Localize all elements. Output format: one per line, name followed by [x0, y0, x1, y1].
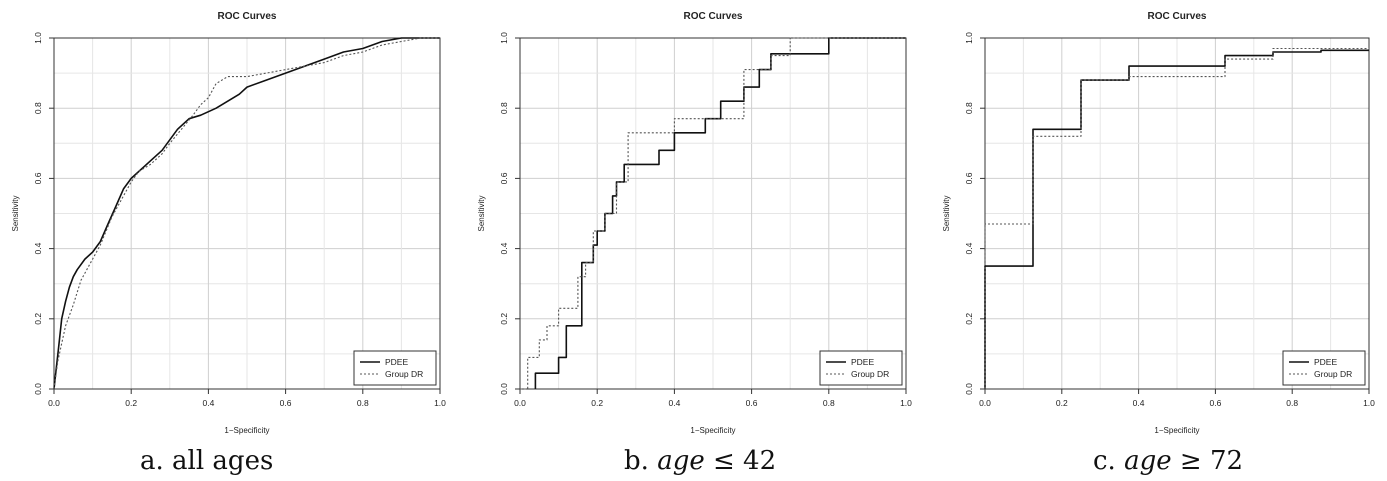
series-line-pdee [53, 37, 440, 390]
series-line-group-dr [520, 37, 906, 390]
y-axis-label: Sensitivity [11, 195, 20, 231]
caption-math: age [1124, 446, 1172, 476]
roc-chart-2: 0.0 0.2 0.4 0.6 0.8 1.0 0.0 0.2 0.4 0.6 0.8 1.0 ROC … [477, 11, 912, 435]
plot-frame [53, 37, 441, 390]
series-line-group-dr [53, 37, 440, 390]
caption-prefix: a. [140, 446, 164, 476]
chart-title: ROC Curves [684, 11, 743, 22]
legend-box [819, 350, 903, 386]
legend-box [353, 350, 437, 386]
x-tick-label: 0.6 [746, 398, 758, 408]
panel-caption-b: b. age ≤ 42 [624, 446, 776, 476]
caption-math: age [657, 446, 705, 476]
plot-frame [984, 37, 1370, 390]
x-tick-label: 0.6 [1209, 398, 1221, 408]
y-tick-label: 0.6 [964, 172, 974, 184]
caption-prefix: b. [624, 446, 649, 476]
y-tick-label: 0.0 [499, 383, 509, 395]
y-axis-label: Sensitivity [942, 195, 951, 231]
x-axis-label: 1−Specificity [1154, 426, 1199, 435]
y-tick-label: 0.2 [964, 313, 974, 325]
roc-chart-3: 0.0 0.2 0.4 0.6 0.8 1.0 0.0 0.2 0.4 0.6 0.8 1.0 ROC … [942, 11, 1375, 435]
legend-label: Group DR [851, 369, 889, 379]
x-tick-label: 0.0 [48, 398, 60, 408]
x-tick-label: 1.0 [434, 398, 446, 408]
x-tick-label: 0.8 [357, 398, 369, 408]
legend-label: PDEE [1314, 357, 1337, 367]
x-tick-label: 0.2 [125, 398, 137, 408]
y-tick-label: 1.0 [964, 32, 974, 44]
caption-rel: ≤ [712, 446, 735, 476]
x-tick-label: 0.2 [1056, 398, 1068, 408]
y-tick-label: 0.6 [499, 172, 509, 184]
legend: PDEE Group DR [353, 350, 437, 386]
y-tick-label: 0.8 [964, 102, 974, 114]
y-tick-label: 0.2 [499, 313, 509, 325]
caption-text: all ages [172, 446, 274, 476]
x-axis-label: 1−Specificity [224, 426, 269, 435]
x-tick-label: 0.2 [591, 398, 603, 408]
caption-value: 72 [1209, 446, 1244, 476]
x-tick-label: 0.8 [1286, 398, 1298, 408]
x-tick-label: 0.0 [979, 398, 991, 408]
x-tick-label: 0.4 [202, 398, 214, 408]
caption-rel: ≥ [1179, 446, 1202, 476]
legend-label: PDEE [851, 357, 874, 367]
legend-label: Group DR [1314, 369, 1352, 379]
legend-label: Group DR [385, 369, 423, 379]
y-tick-label: 0.8 [499, 102, 509, 114]
y-tick-label: 0.2 [33, 313, 43, 325]
legend-box [1282, 350, 1366, 386]
y-tick-label: 0.4 [33, 242, 43, 254]
series-line-group-dr [984, 47, 1369, 389]
chart-title: ROC Curves [1148, 11, 1207, 22]
panel-caption-a: a. all ages [140, 446, 273, 476]
plot-frame [519, 37, 907, 390]
y-tick-label: 1.0 [499, 32, 509, 44]
y-tick-label: 0.4 [499, 242, 509, 254]
caption-value: 42 [743, 446, 777, 476]
y-tick-label: 0.4 [964, 242, 974, 254]
x-tick-label: 0.0 [514, 398, 526, 408]
legend-label: PDEE [385, 357, 408, 367]
x-axis-label: 1−Specificity [690, 426, 735, 435]
x-tick-label: 0.6 [280, 398, 292, 408]
caption-prefix: c. [1093, 446, 1116, 476]
x-tick-label: 0.8 [823, 398, 835, 408]
panel-caption-c: c. age ≥ 72 [1093, 446, 1243, 476]
x-tick-label: 1.0 [900, 398, 912, 408]
legend: PDEE Group DR [1282, 350, 1366, 386]
y-axis-label: Sensitivity [477, 195, 486, 231]
x-tick-label: 1.0 [1363, 398, 1375, 408]
series-line-pdee [534, 37, 906, 389]
x-tick-label: 0.4 [668, 398, 680, 408]
y-tick-label: 0.6 [33, 172, 43, 184]
y-tick-label: 0.0 [964, 383, 974, 395]
y-tick-label: 1.0 [33, 32, 43, 44]
legend: PDEE Group DR [819, 350, 903, 386]
x-tick-label: 0.4 [1133, 398, 1145, 408]
roc-chart-1: 0.0 0.2 0.4 0.6 0.8 1.0 0.0 0.2 0.4 0.6 0.8 1.0 ROC … [11, 11, 446, 435]
y-tick-label: 0.8 [33, 102, 43, 114]
y-tick-label: 0.0 [33, 383, 43, 395]
chart-title: ROC Curves [218, 11, 277, 22]
